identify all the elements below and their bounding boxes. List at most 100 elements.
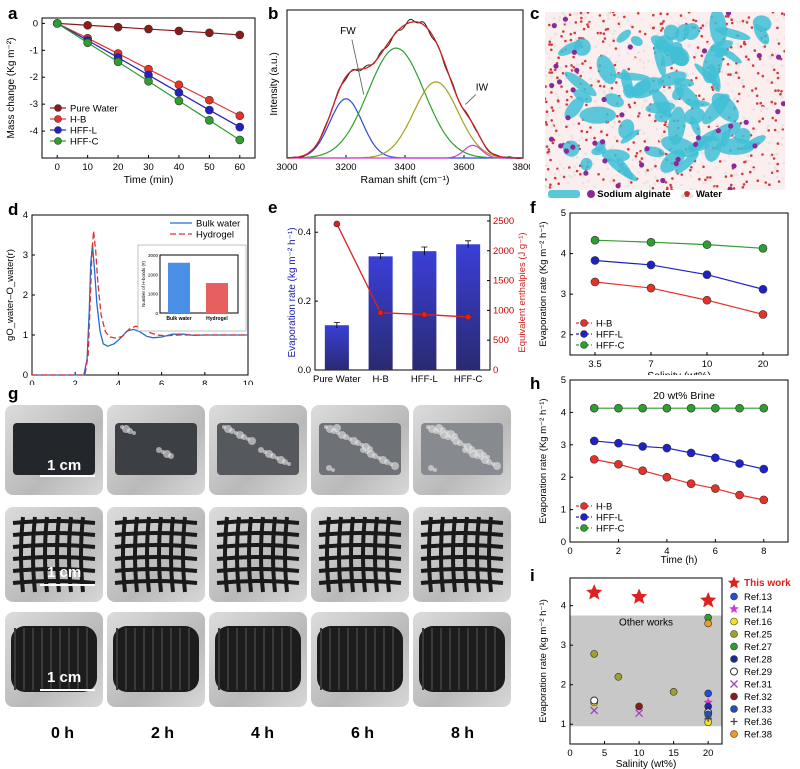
sodium-ion [602, 158, 608, 164]
data-point [590, 277, 600, 287]
water-atom [613, 13, 616, 17]
water-atom [777, 131, 781, 134]
y-axis-label: gO_water–O_water(r) [5, 249, 16, 341]
water-atom [754, 87, 758, 90]
lattice-fiber [216, 519, 300, 525]
sodium-ion [673, 161, 679, 167]
water-atom [750, 154, 753, 157]
water-atom [559, 66, 563, 70]
water-atom [574, 12, 577, 16]
y-tick-label: 2 [561, 472, 566, 483]
water-atom [733, 97, 736, 101]
y-tick-label: 0 [561, 537, 566, 548]
salt-crystal [331, 468, 335, 472]
ref-point [590, 696, 599, 705]
sodium-ion [553, 63, 559, 69]
water-atom [558, 133, 561, 137]
y-axis-label: Evaporation rate (Kg m⁻² h⁻¹) [538, 221, 549, 346]
y2-tick-label: 1500 [493, 276, 514, 287]
water-atom [677, 23, 680, 27]
alginate-segment [711, 92, 739, 123]
x-tick-label: 8 [202, 379, 207, 385]
water-atom [548, 40, 552, 44]
x-tick-label: HFF-C [454, 374, 483, 385]
water-atom [586, 23, 589, 26]
water-atom [665, 127, 668, 130]
water-atom [651, 186, 655, 190]
lattice-fiber [247, 516, 253, 593]
water-atom [658, 25, 662, 28]
lattice-fiber [420, 579, 504, 585]
this-work-star [630, 588, 648, 604]
salt-crystal [343, 434, 349, 440]
legend-marker [580, 513, 588, 521]
water-atom [654, 175, 657, 179]
water-atom [579, 74, 582, 78]
inset-x-tick-label: Hydrogel [206, 316, 228, 322]
lattice-fiber [114, 555, 198, 561]
water-atom [555, 129, 558, 133]
water-atom [769, 155, 772, 158]
data-point [235, 122, 245, 132]
water-atom [780, 90, 783, 93]
water-atom [745, 21, 749, 24]
legend-marker [54, 115, 62, 123]
water-atom [758, 57, 762, 61]
water-atom [777, 89, 780, 92]
water-atom [704, 178, 707, 182]
panel-label-e: e [268, 198, 278, 217]
water-atom [643, 140, 647, 143]
data-point [174, 96, 184, 106]
sample-drawing [419, 626, 505, 692]
lattice-fiber [169, 516, 175, 593]
ref-point [669, 688, 678, 696]
error-bar [333, 322, 340, 328]
water-atom [761, 74, 765, 78]
water-atom [561, 72, 565, 75]
enthalpy-point [377, 309, 384, 317]
time-label-6h: 6 h [350, 725, 375, 742]
legend-marker [54, 104, 62, 112]
water-atom [558, 163, 562, 166]
y-tick-label: 1 [23, 330, 28, 341]
salt-crystal [132, 431, 136, 435]
lattice-fiber [235, 516, 241, 593]
water-atom [645, 99, 648, 103]
x-tick-label: 3400 [394, 162, 415, 173]
salt-crystal [384, 459, 390, 465]
water-atom [684, 17, 687, 20]
enthalpy-line [336, 223, 469, 318]
sodium-ion [583, 170, 589, 176]
water-atom [551, 109, 555, 112]
panel-label-g: g [8, 384, 19, 403]
alginate-segment [616, 29, 632, 43]
salt-crystal [355, 440, 361, 446]
water-atom [694, 52, 698, 56]
water-atom [773, 153, 777, 157]
water-atom [544, 85, 547, 88]
sample-photo [107, 507, 205, 602]
water-atom [737, 46, 740, 49]
annotation-fw-pointer [351, 39, 365, 95]
sample-drawing [317, 626, 403, 692]
y-tick-label: 4 [561, 601, 566, 612]
water-atom [584, 16, 587, 19]
water-atom [707, 125, 711, 129]
water-atom [562, 167, 566, 170]
x-axis-label: Salinity (wt%) [616, 759, 677, 769]
salt-crystal [367, 446, 373, 452]
water-atom [679, 14, 683, 17]
alginate-segment [663, 24, 680, 41]
water-atom [602, 32, 606, 35]
water-atom [701, 24, 705, 27]
chart-d-rdf: 024681001234r (Å)gO_water–O_water(r)Bulk… [5, 210, 253, 385]
water-atom [644, 172, 648, 175]
water-atom [653, 182, 657, 186]
water-atom [777, 42, 781, 45]
water-atom [572, 55, 575, 59]
legend-marker [54, 137, 62, 145]
water-atom [597, 173, 600, 176]
alginate-segment [675, 151, 699, 174]
water-atom [710, 86, 714, 89]
water-atom [732, 173, 736, 177]
